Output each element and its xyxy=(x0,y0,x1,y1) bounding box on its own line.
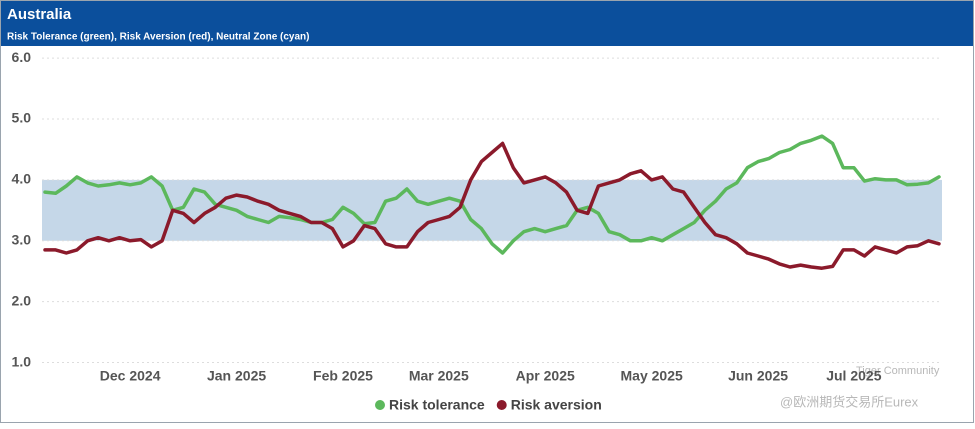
watermark: @欧洲期货交易所Eurex xyxy=(780,394,919,409)
legend-marker xyxy=(496,400,507,410)
x-tick-label: Apr 2025 xyxy=(516,368,575,384)
x-tick-label: May 2025 xyxy=(621,368,683,384)
y-tick-label: 5.0 xyxy=(12,110,32,126)
y-tick-label: 4.0 xyxy=(12,171,32,187)
line-series xyxy=(43,134,941,255)
y-tick-label: 3.0 xyxy=(12,231,32,247)
legend-marker xyxy=(375,400,385,410)
legend-label: Risk tolerance xyxy=(389,397,485,413)
chart-title: Australia xyxy=(7,6,72,23)
x-tick-label: Mar 2025 xyxy=(409,368,469,384)
y-tick-label: 2.0 xyxy=(12,292,32,308)
x-tick-label: Jun 2025 xyxy=(728,368,788,384)
x-tick-label: Dec 2024 xyxy=(100,368,161,384)
x-tick-label: Feb 2025 xyxy=(313,368,373,384)
watermark: Tiger Community xyxy=(856,365,940,377)
legend-label: Risk aversion xyxy=(511,397,602,413)
x-tick-label: Jan 2025 xyxy=(207,368,266,384)
y-tick-label: 1.0 xyxy=(12,353,32,369)
line-series xyxy=(43,141,941,270)
x-tick-label: Jul 2025 xyxy=(826,368,881,384)
header xyxy=(1,1,973,46)
y-tick-label: 6.0 xyxy=(12,49,32,65)
chart-subtitle: Risk Tolerance (green), Risk Aversion (r… xyxy=(7,32,310,43)
